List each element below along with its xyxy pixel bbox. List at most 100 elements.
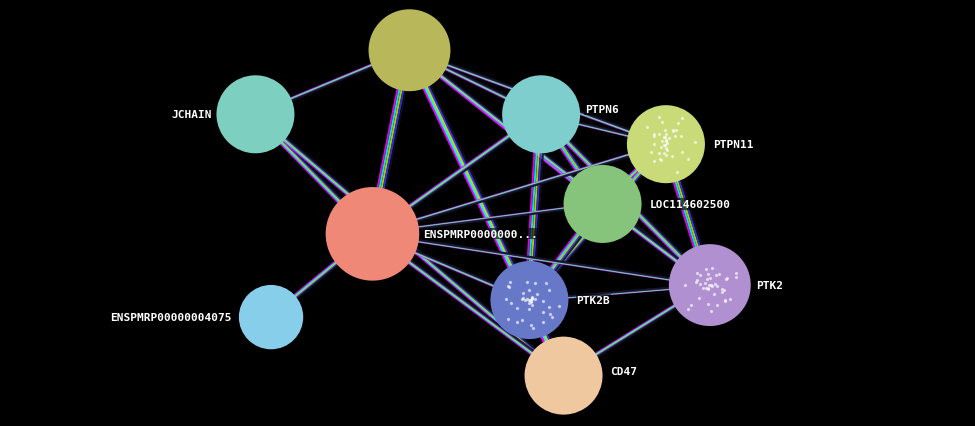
Point [688,279,704,285]
Text: PTPN11: PTPN11 [713,140,754,150]
Point [682,302,698,309]
Point [652,156,668,163]
Point [664,153,680,160]
Ellipse shape [239,285,303,349]
Point [651,132,667,138]
Point [654,119,670,126]
Point [688,277,704,284]
Point [654,138,670,145]
Point [700,285,716,292]
Point [659,140,675,147]
Point [514,317,529,324]
Point [657,135,673,141]
Point [644,149,659,156]
Ellipse shape [627,106,705,184]
Point [657,142,673,149]
Point [516,290,531,296]
Point [510,319,526,326]
Ellipse shape [502,76,580,154]
Point [541,303,557,310]
Point [704,282,720,288]
Point [502,279,518,286]
Point [515,296,530,302]
Point [703,308,719,314]
Ellipse shape [490,262,568,339]
Point [695,285,711,292]
Point [525,325,540,331]
Point [520,279,535,286]
Point [665,128,681,135]
Point [678,282,693,289]
Text: PTK2B: PTK2B [576,295,610,305]
Point [525,296,540,303]
Point [701,282,717,289]
Text: CD47: CD47 [610,366,638,376]
Point [668,133,683,140]
Point [498,296,514,303]
Point [523,298,538,305]
Point [517,297,532,304]
Point [692,281,708,288]
Point [673,133,688,140]
Ellipse shape [669,245,751,326]
Point [646,158,662,164]
Point [689,270,705,276]
Point [522,299,537,306]
Point [535,319,551,325]
Point [515,295,530,302]
Point [520,296,535,303]
Ellipse shape [564,166,642,243]
Point [503,300,519,307]
Point [714,288,729,295]
Point [522,297,537,304]
Point [524,298,539,305]
Point [653,144,669,151]
Point [675,150,690,156]
Point [707,281,722,288]
Point [680,306,695,313]
Point [722,296,738,303]
Point [698,285,714,292]
Point [697,279,713,286]
Point [544,314,560,321]
Point [525,295,540,302]
Point [717,298,732,305]
Point [666,127,682,134]
Point [720,275,735,282]
Point [709,302,724,309]
Ellipse shape [216,76,294,154]
Point [728,270,744,277]
Point [710,282,725,289]
Point [700,271,716,277]
Point [656,134,672,141]
Point [500,282,516,289]
Point [522,306,537,313]
Point [651,115,667,121]
Point [711,271,726,278]
Point [701,301,717,308]
Point [527,296,543,303]
Point [538,280,554,287]
Point [551,303,566,310]
Point [656,142,672,149]
Point [657,127,673,134]
Point [651,151,667,158]
Point [535,297,551,304]
Point [535,309,551,316]
Point [542,311,558,318]
Point [640,124,655,131]
Text: LOC114602500: LOC114602500 [649,199,730,210]
Point [702,275,718,282]
Point [670,120,685,127]
Point [717,297,732,304]
Point [686,139,702,146]
Text: PTPN6: PTPN6 [585,105,619,115]
Point [704,283,720,290]
Point [674,115,689,122]
Point [658,138,674,145]
Text: ENSPMRP00000004075: ENSPMRP00000004075 [110,312,232,322]
Point [669,128,684,135]
Point [500,316,516,323]
Ellipse shape [525,337,603,414]
Point [698,266,714,273]
